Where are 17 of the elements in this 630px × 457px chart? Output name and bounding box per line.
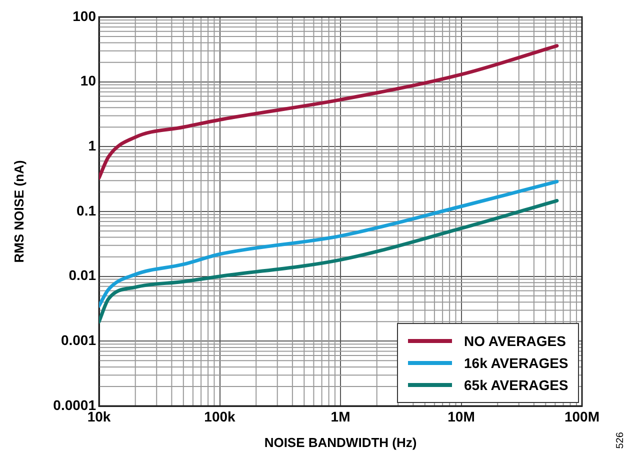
y-tick-label: 0.001 [60,332,96,348]
x-axis-title: NOISE BANDWIDTH (Hz) [264,434,417,450]
x-tick-label: 100k [204,408,236,424]
y-tick-label: 0.1 [76,202,96,218]
x-tick-label: 1M [330,408,350,424]
x-tick-label: 10M [448,408,475,424]
y-tick-label: 10 [80,72,96,89]
text: 526 [615,432,626,449]
x-tick-label: 100M [564,408,600,424]
y-tick-label: 0.0001 [53,396,96,413]
y-axis-title: RMS NOISE (nA) [11,160,26,263]
legend-label: NO AVERAGES [464,333,566,349]
y-tick-label: 1 [88,138,96,154]
legend-label: 65k AVERAGES [464,377,568,393]
y-tick-label: 0.01 [68,267,96,284]
y-tick-label: 100 [72,8,96,24]
legend-label: 16k AVERAGES [464,355,568,371]
